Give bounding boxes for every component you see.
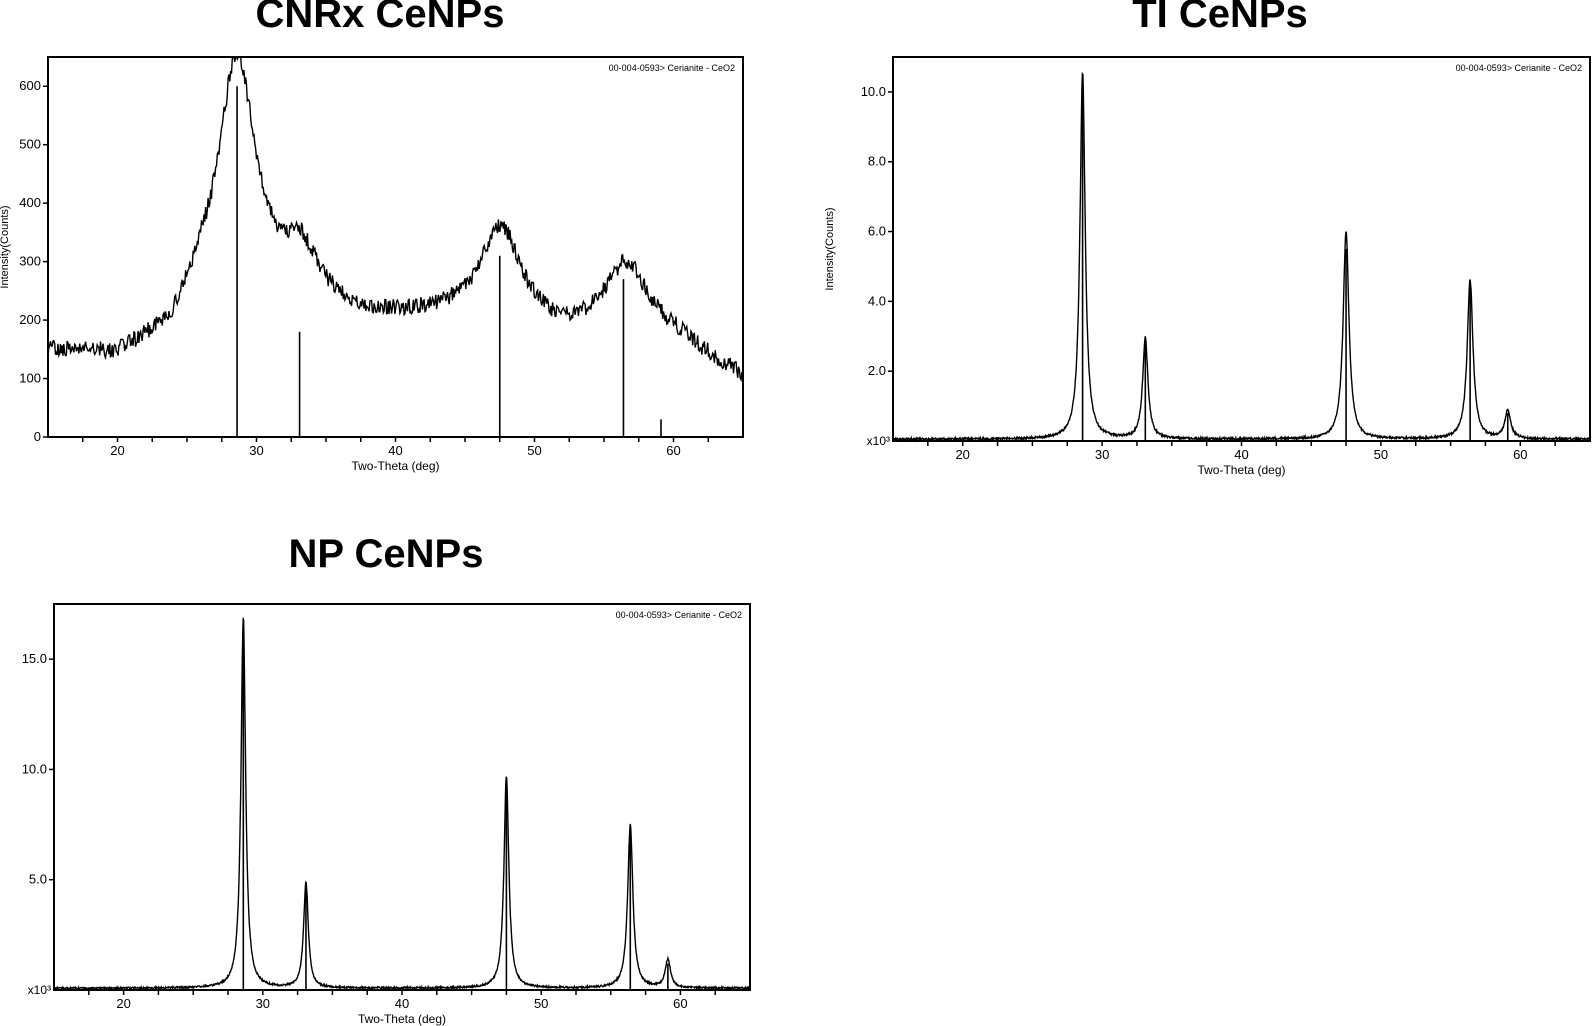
y-axis-label: Intensity(Counts) [0, 205, 11, 288]
x-tick-label: 40 [1234, 447, 1248, 462]
y-multiplier-label: x10³ [867, 434, 890, 448]
y-tick-label: 0 [34, 429, 41, 444]
x-tick-label: 50 [527, 443, 541, 458]
x-tick-label: 40 [388, 443, 402, 458]
y-tick-label: 100 [19, 371, 41, 386]
x-tick-label: 30 [1095, 447, 1109, 462]
legend-text: 00-004-0593> Cerianite - CeO2 [1456, 63, 1582, 73]
x-tick-label: 60 [666, 443, 680, 458]
chart-cnrx: 20 30 40 50 60 Two-Theta (deg) 0 100 200 300 400 50… [0, 56, 744, 473]
x-tick-label: 50 [534, 996, 548, 1011]
chart-np: 20 30 40 50 60 Two-Theta (deg) 5.0 10.0 15.0 x10³… [22, 603, 751, 1026]
y-tick-label: 10.0 [861, 84, 886, 99]
chart-title-cnrx: CNRx CeNPs [255, 0, 505, 36]
chart-ti: 20 30 40 50 60 Two-Theta (deg) 2.0 4.0 6.0 8.0 10.… [824, 56, 1591, 477]
xrd-pattern-line [53, 617, 751, 992]
y-tick-label: 10.0 [22, 761, 47, 776]
x-tick-label: 50 [1374, 447, 1388, 462]
plot-frame [53, 603, 751, 991]
y-tick-label: 300 [19, 254, 41, 269]
legend-text: 00-004-0593> Cerianite - CeO2 [609, 63, 735, 73]
y-multiplier-label: x10³ [28, 983, 51, 997]
x-tick-label: 60 [673, 996, 687, 1011]
xrd-pattern-line [892, 71, 1591, 443]
y-tick-label: 5.0 [29, 872, 47, 887]
y-tick-label: 600 [19, 78, 41, 93]
x-axis-label: Two-Theta (deg) [358, 1012, 446, 1026]
y-tick-label: 8.0 [868, 154, 886, 169]
y-tick-label: 200 [19, 312, 41, 327]
plot-frame [892, 56, 1591, 442]
x-tick-label: 60 [1513, 447, 1527, 462]
x-tick-label: 30 [256, 996, 270, 1011]
y-tick-label: 400 [19, 195, 41, 210]
x-tick-label: 20 [110, 443, 124, 458]
y-axis-label: Intensity(Counts) [824, 207, 836, 290]
x-tick-label: 20 [955, 447, 969, 462]
x-tick-label: 30 [249, 443, 263, 458]
x-axis-label: Two-Theta (deg) [1197, 463, 1285, 477]
x-tick-label: 20 [116, 996, 130, 1011]
chart-title-np: NP CeNPs [288, 532, 484, 576]
x-tick-label: 40 [395, 996, 409, 1011]
legend-text: 00-004-0593> Cerianite - CeO2 [616, 610, 742, 620]
y-tick-label: 4.0 [868, 293, 886, 308]
x-axis-label: Two-Theta (deg) [351, 459, 439, 473]
y-tick-label: 6.0 [868, 224, 886, 239]
chart-title-ti: TI CeNPs [1132, 0, 1308, 36]
xrd-pattern-line [47, 56, 744, 383]
y-tick-label: 500 [19, 137, 41, 152]
y-tick-label: 15.0 [22, 651, 47, 666]
y-tick-label: 2.0 [868, 363, 886, 378]
